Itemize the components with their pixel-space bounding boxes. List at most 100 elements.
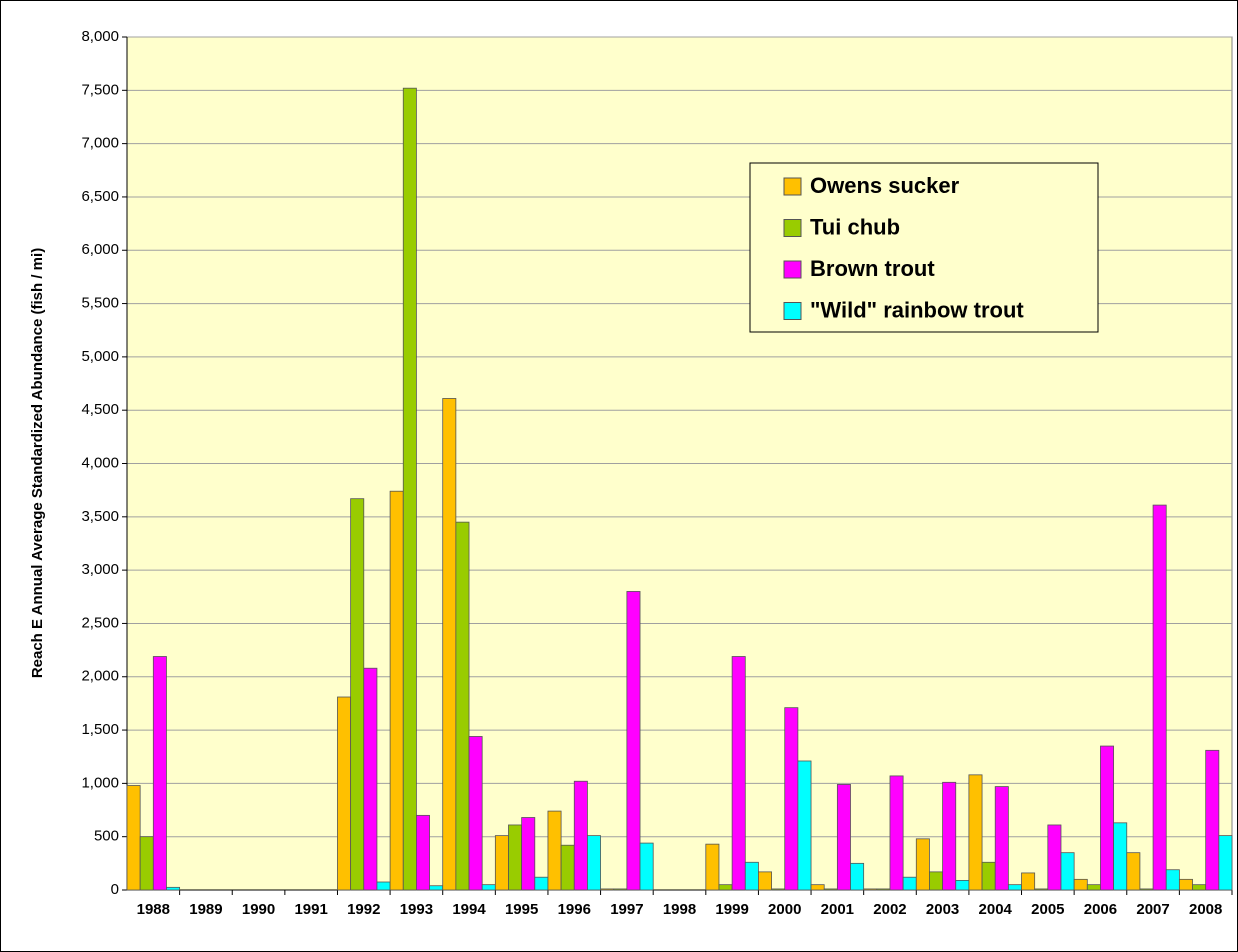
y-axis-title: Reach E Annual Average Standardized Abun… <box>29 248 46 678</box>
bar <box>350 498 365 891</box>
x-tick-label: 1997 <box>610 901 643 918</box>
bar <box>560 844 575 891</box>
bar <box>1047 824 1062 891</box>
bar <box>1152 504 1167 891</box>
bar <box>521 817 536 891</box>
bar <box>639 842 654 891</box>
bar <box>1100 745 1115 891</box>
bar <box>889 775 904 891</box>
bar <box>1007 884 1022 891</box>
bar <box>613 888 628 891</box>
bar <box>850 862 865 891</box>
bar <box>942 781 957 891</box>
bar <box>929 871 943 891</box>
legend-swatch <box>783 260 802 279</box>
bar <box>836 784 851 891</box>
x-tick-label: 2001 <box>821 901 854 918</box>
bar <box>876 888 891 891</box>
bar <box>902 876 917 891</box>
bar <box>416 814 430 891</box>
x-tick-label: 2008 <box>1189 901 1222 918</box>
bar <box>784 707 799 891</box>
bar <box>139 836 154 891</box>
y-tick-label: 1,000 <box>81 774 119 791</box>
bar <box>573 780 588 891</box>
bar <box>126 785 141 891</box>
legend-swatch <box>783 177 802 196</box>
bar <box>1086 884 1101 891</box>
legend-box <box>749 162 1099 333</box>
legend-label: Owens sucker <box>810 173 960 198</box>
legend-swatch <box>783 302 802 320</box>
bar <box>981 861 996 891</box>
bar <box>758 871 772 891</box>
y-tick-label: 8,000 <box>81 28 119 45</box>
y-tick-label: 2,500 <box>81 614 119 631</box>
bar <box>587 835 601 891</box>
bar <box>468 736 483 891</box>
bar <box>1073 878 1088 891</box>
x-tick-label: 1996 <box>558 901 591 918</box>
bar <box>955 880 970 891</box>
bar <box>968 774 983 891</box>
bar <box>1178 878 1193 891</box>
x-tick-label: 2005 <box>1031 901 1064 918</box>
y-tick-label: 4,000 <box>81 454 119 471</box>
bar <box>1218 835 1233 891</box>
legend-label: "Wild" rainbow trout <box>810 297 1024 322</box>
y-tick-label: 3,500 <box>81 508 119 525</box>
x-tick-label: 1993 <box>400 901 433 918</box>
x-tick-label: 1991 <box>294 901 327 918</box>
bar <box>481 884 496 891</box>
bar <box>455 521 470 891</box>
bar <box>863 888 878 891</box>
y-tick-label: 6,500 <box>81 188 119 205</box>
y-tick-label: 6,000 <box>81 241 119 258</box>
bar <box>1165 869 1180 891</box>
bar <box>797 760 812 891</box>
x-tick-label: 2006 <box>1084 901 1117 918</box>
bar <box>508 824 523 891</box>
bar <box>442 398 457 891</box>
y-tick-label: 2,000 <box>81 668 119 685</box>
bar <box>771 888 786 891</box>
bar <box>1060 852 1075 891</box>
bar <box>1113 822 1128 891</box>
legend-label: Tui chub <box>810 214 900 239</box>
bar <box>626 591 641 891</box>
x-tick-label: 2000 <box>768 901 801 918</box>
bar <box>152 656 167 891</box>
y-tick-label: 7,500 <box>81 81 119 98</box>
y-tick-label: 0 <box>111 881 119 898</box>
y-tick-label: 500 <box>94 828 119 845</box>
x-tick-label: 2002 <box>873 901 906 918</box>
x-tick-label: 1990 <box>242 901 275 918</box>
bar <box>823 888 838 891</box>
x-tick-label: 1994 <box>452 901 486 918</box>
x-tick-label: 2004 <box>979 901 1013 918</box>
bar <box>1205 749 1220 891</box>
bar <box>363 667 378 891</box>
y-tick-label: 5,000 <box>81 348 119 365</box>
bar <box>731 656 746 891</box>
bar <box>1126 852 1141 891</box>
bar <box>402 87 417 891</box>
x-tick-label: 1999 <box>715 901 748 918</box>
x-tick-label: 2003 <box>926 901 959 918</box>
legend-label: Brown trout <box>810 256 935 281</box>
y-tick-label: 1,500 <box>81 721 119 738</box>
bar <box>1034 888 1049 891</box>
bar <box>429 885 444 891</box>
bar <box>994 786 1009 891</box>
x-tick-label: 1992 <box>347 901 380 918</box>
legend-swatch <box>783 219 802 237</box>
bar <box>718 884 733 891</box>
y-tick-label: 5,500 <box>81 295 119 312</box>
x-tick-label: 1988 <box>137 901 170 918</box>
bar <box>915 838 930 891</box>
bar <box>810 884 825 891</box>
y-tick-label: 3,000 <box>81 561 119 578</box>
bar <box>600 888 615 891</box>
